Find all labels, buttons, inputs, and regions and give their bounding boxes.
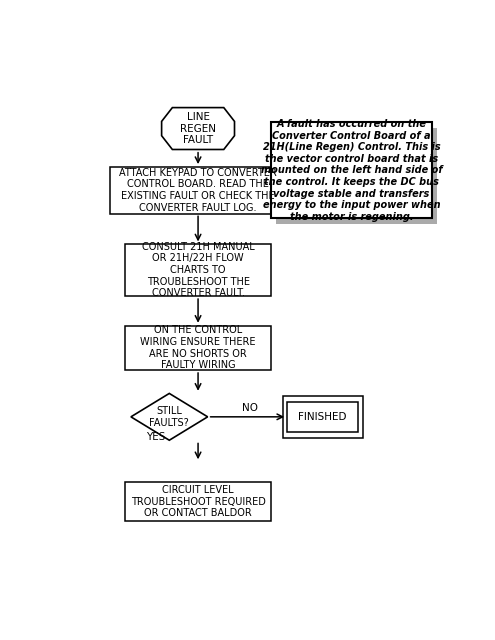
FancyBboxPatch shape [125,244,271,296]
FancyBboxPatch shape [271,122,432,218]
Text: LINE
REGEN
FAULT: LINE REGEN FAULT [180,112,216,145]
FancyBboxPatch shape [276,128,437,225]
Text: STILL
FAULTS?: STILL FAULTS? [149,406,189,428]
Text: ATTACH KEYPAD TO CONVERTER
CONTROL BOARD. READ THE
EXISTING FAULT OR CHECK THE
C: ATTACH KEYPAD TO CONVERTER CONTROL BOARD… [119,168,277,212]
FancyBboxPatch shape [125,326,271,370]
Polygon shape [161,108,235,150]
FancyBboxPatch shape [110,167,286,214]
FancyBboxPatch shape [125,482,271,522]
Text: A fault has occurred on the
Converter Control Board of a
21H(Line Regen) Control: A fault has occurred on the Converter Co… [261,119,443,222]
Text: NO: NO [242,403,258,413]
Text: FINISHED: FINISHED [298,412,347,422]
Text: YES: YES [146,431,165,442]
Text: CIRCUIT LEVEL
TROUBLESHOOT REQUIRED
OR CONTACT BALDOR: CIRCUIT LEVEL TROUBLESHOOT REQUIRED OR C… [131,485,265,518]
FancyBboxPatch shape [287,402,358,431]
Text: ON THE CONTROL
WIRING ENSURE THERE
ARE NO SHORTS OR
FAULTY WIRING: ON THE CONTROL WIRING ENSURE THERE ARE N… [140,325,256,370]
FancyBboxPatch shape [283,396,363,438]
Text: CONSULT 21H MANUAL
OR 21H/22H FLOW
CHARTS TO
TROUBLESHOOT THE
CONVERTER FAULT.: CONSULT 21H MANUAL OR 21H/22H FLOW CHART… [142,242,254,298]
Polygon shape [131,394,208,440]
